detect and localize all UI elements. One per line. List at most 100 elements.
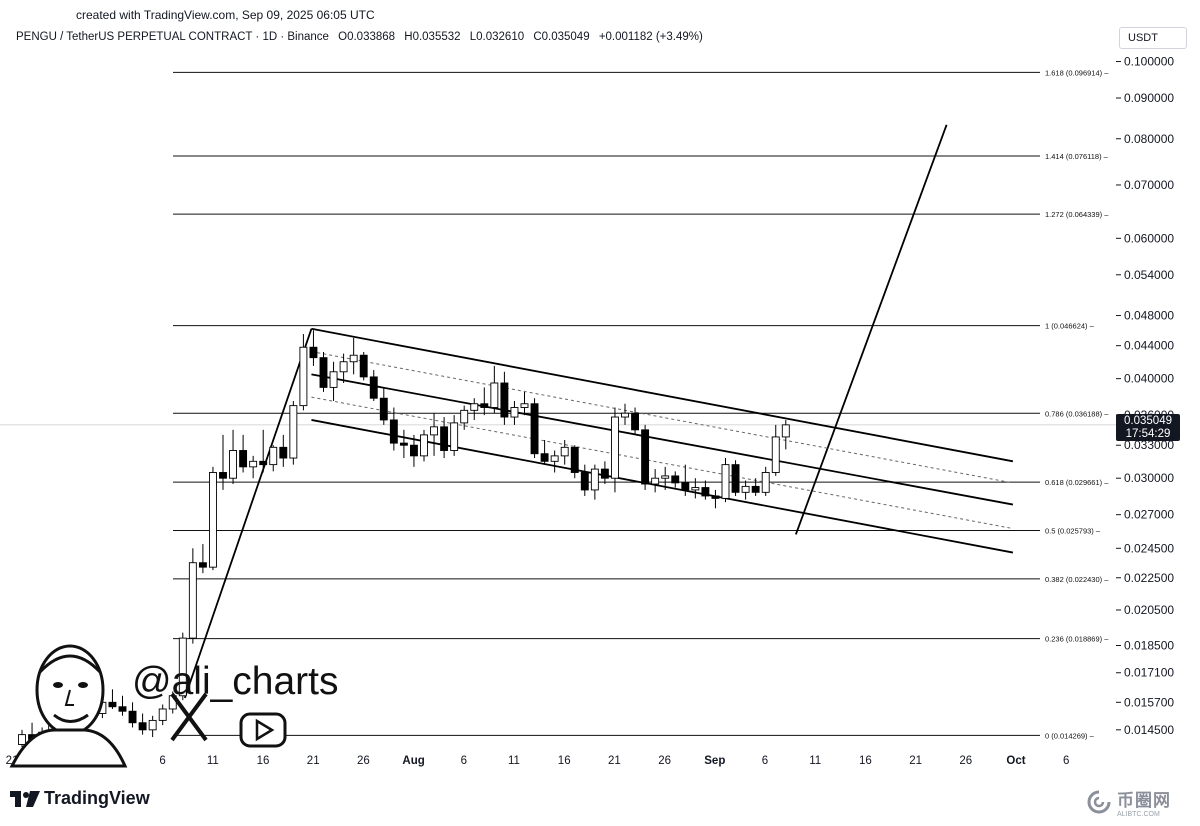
candle-body [410,444,418,457]
candle-body [319,357,328,388]
candle-body [389,419,398,444]
youtube-icon [239,712,287,748]
x-tick-label: 6 [762,755,768,767]
trendline-projection-line [795,124,948,535]
candle-body [369,376,378,399]
y-tick-label: 0.044000 [1124,339,1174,353]
candle-body [440,426,449,451]
x-tick-label: 11 [508,755,520,767]
x-tick-label: 6 [1063,755,1069,767]
author-handle: @ali_charts [132,660,339,703]
trendline-channel-upper [311,327,1014,463]
candle-body [671,475,680,484]
ohlc-high: H0.035532 [404,31,461,43]
candle-body [118,706,127,712]
candle-body [178,637,187,697]
trendline-channel-middle [311,373,1014,506]
candle-body [761,472,770,493]
ohlc-low: L0.032610 [469,31,525,43]
y-tick-label: 0.048000 [1124,309,1174,323]
candle-body [701,487,710,497]
y-tick-label: 0.100000 [1124,55,1174,69]
candle-body [148,719,157,731]
y-tick-label: 0.015700 [1124,695,1174,709]
trendline-channel-lower [311,419,1014,554]
candle-body [560,446,569,457]
candle-body [540,453,549,462]
candle-body [470,403,479,411]
ohlc-change: +0.001182 (+3.49%) [598,31,703,43]
fib-levels: 1.618 (0.096914) – 1.414 (0.076118) – 1.27… [0,68,1116,740]
symbol-title[interactable]: PENGU / TetherUS PERPETUAL CONTRACT · 1D… [16,31,329,43]
trendlines [183,124,1014,699]
site-watermark: 币圈网 ALIBTC.COM [1086,786,1171,818]
candle-body [611,416,619,479]
candle-body [339,361,348,373]
fib-level-label: 1.618 (0.096914) – [1045,68,1109,77]
watermark-logo-icon [1087,790,1111,814]
candles [18,330,790,747]
ohlc-open: O0.033868 [338,31,396,43]
candle-body [399,442,408,446]
candle-body [450,422,459,451]
created-with-text: created with TradingView.com, Sep 09, 20… [76,8,375,22]
y-tick-label: 0.070000 [1124,178,1174,192]
candle-body [299,346,308,407]
candle-body [731,464,740,493]
candle-body [781,424,790,438]
time-axis: 2126Jul611162126Aug611162126Sep611162126… [6,755,1070,767]
symbol-legend: PENGU / TetherUS PERPETUAL CONTRACT · 1D… [16,31,709,43]
fib-level-label: 1 (0.046624) – [1045,322,1095,331]
candle-body [219,472,227,479]
last-price: 0.035049 [1124,415,1172,427]
candle-body [229,450,238,479]
x-tick-label: 21 [608,755,621,767]
candle-body [550,455,559,462]
y-tick-label: 0.018500 [1124,639,1174,653]
x-tick-label: 11 [207,755,219,767]
x-tick-label: 6 [461,755,467,767]
candle-body [279,446,288,459]
tradingview-logo[interactable]: TradingView [10,788,150,809]
fib-level-label: 0.382 (0.022430) – [1045,575,1109,584]
candle-body [490,382,499,408]
candle-body [420,434,428,457]
candle-body [128,710,137,724]
watermark-url: ALIBTC.COM [1117,811,1160,818]
y-tick-label: 0.033000 [1124,438,1174,452]
y-tick-label: 0.027000 [1124,508,1174,522]
candle-body [751,485,760,493]
candle-body [208,472,217,568]
x-tick-label: Oct [1006,755,1025,767]
candle-body [621,412,629,418]
candle-body [641,429,650,485]
candle-body [108,701,117,708]
candle-body [198,562,207,568]
author-avatar [9,644,128,768]
trendline-rally-line [183,328,313,699]
candle-body [520,403,529,408]
fib-level-label: 1.414 (0.076118) – [1045,152,1109,161]
candle-body [349,354,358,363]
candle-body [651,477,660,485]
candle-body [631,412,639,431]
candle-body [329,371,338,388]
candle-body [239,450,248,468]
candle-body [138,722,147,731]
currency-button[interactable]: USDT [1119,27,1187,49]
x-tick-label: Sep [704,755,725,767]
y-tick-label: 0.054000 [1124,268,1174,282]
y-tick-label: 0.022500 [1124,571,1174,585]
y-tick-label: 0.030000 [1124,471,1174,485]
price-axis: 0.100000 0.090000 0.080000 0.070000 0.060000… [1116,55,1174,737]
y-tick-label: 0.017100 [1124,666,1174,680]
candle-body [590,468,599,491]
tradingview-wordmark: TradingView [44,788,150,808]
candle-body [510,407,519,418]
candle-body [359,354,368,378]
candle-body [661,475,670,479]
x-tick-label: 26 [658,755,671,767]
candle-body [158,708,167,721]
watermark-cn: 币圈网 [1117,791,1171,810]
